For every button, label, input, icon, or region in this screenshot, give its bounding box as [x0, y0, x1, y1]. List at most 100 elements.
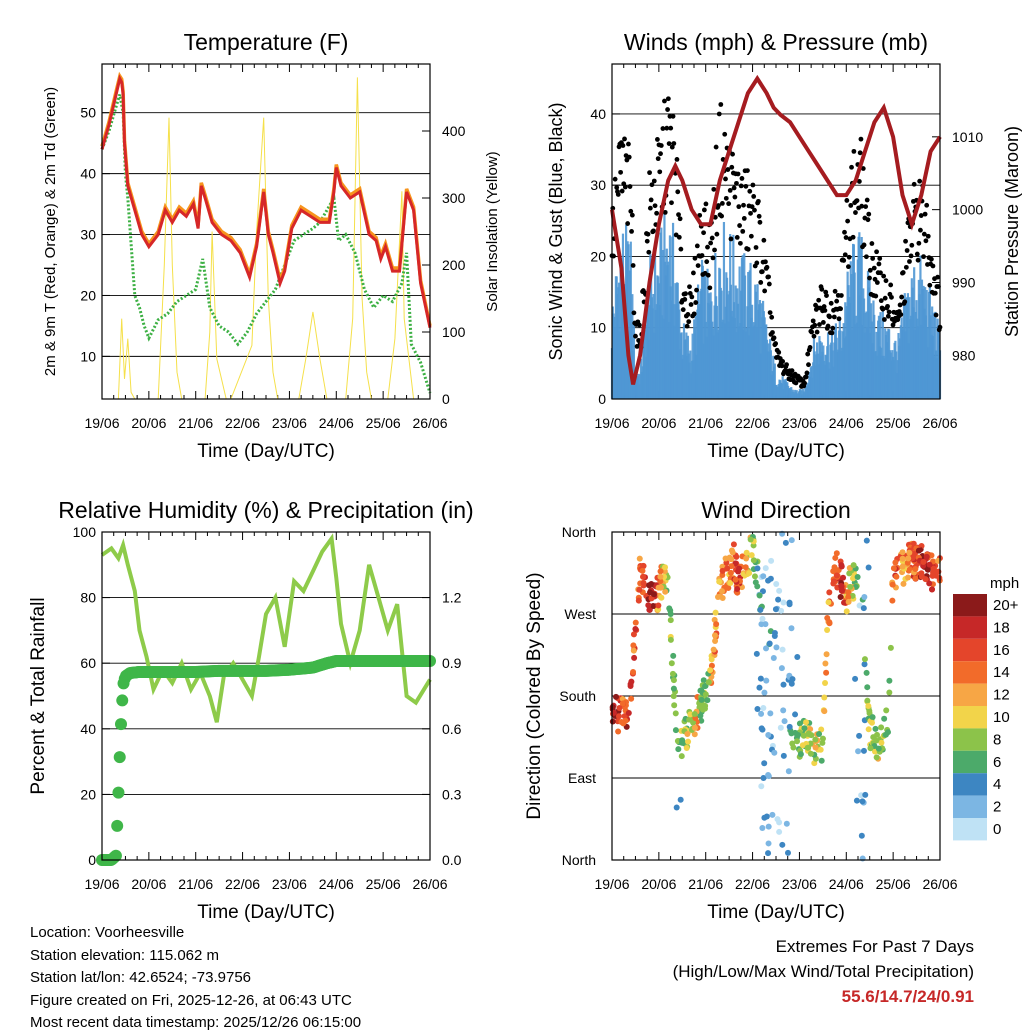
direction-point [854, 574, 861, 581]
gust-point [921, 254, 926, 260]
gust-point [758, 280, 764, 285]
panel-3-title: Relative Humidity (%) & Precipitation (i… [58, 497, 473, 523]
panel-4-xtick-label: 26/06 [922, 876, 957, 892]
direction-point [758, 783, 765, 790]
gust-point [766, 274, 771, 280]
direction-point [675, 746, 682, 753]
gust-point [846, 254, 852, 260]
direction-point [838, 563, 845, 570]
direction-point [841, 599, 848, 606]
direction-point [771, 749, 778, 756]
direction-point [618, 719, 625, 726]
panel-3-xtick-label: 25/06 [366, 876, 401, 892]
direction-point [855, 748, 862, 755]
direction-point [727, 579, 734, 586]
direction-point [770, 654, 777, 661]
gust-point [780, 359, 786, 364]
panel-3-ytick-right-label: 0.9 [442, 655, 462, 671]
gust-point [711, 186, 717, 192]
panel-1-ytick-label: 20 [80, 287, 96, 303]
gust-point [834, 298, 840, 304]
direction-point [807, 750, 814, 757]
gust-point [634, 344, 640, 349]
gust-point [723, 176, 728, 182]
colorbar-swatch [953, 638, 987, 662]
panel-1-ytick-label: 40 [80, 166, 96, 182]
panel-2-ytick-label: 30 [590, 177, 606, 193]
gust-point [649, 182, 655, 188]
panel-1-xlabel: Time (Day/UTC) [197, 441, 335, 462]
direction-point [843, 608, 850, 615]
direction-point [704, 697, 711, 704]
colorbar-swatch [953, 795, 987, 818]
gust-point [882, 317, 887, 322]
gust-point [686, 319, 692, 325]
direction-point [900, 580, 907, 587]
panel-1-xtick-label: 19/06 [84, 415, 119, 431]
panel-1-title: Temperature (F) [184, 29, 349, 55]
gust-point [688, 302, 694, 307]
colorbar-label: 12 [993, 687, 1010, 704]
panel-4-xtick-label: 24/06 [829, 876, 864, 892]
gust-point [710, 255, 716, 261]
gust-point [756, 213, 762, 219]
panel-4-title: Wind Direction [701, 497, 851, 523]
gust-point [876, 261, 882, 267]
gust-point [705, 244, 710, 250]
direction-point [679, 737, 686, 744]
gust-point [665, 107, 670, 112]
panel-2-ytick-right-label: 1010 [952, 129, 983, 145]
gust-point [890, 322, 896, 328]
panel-1-ytick-right-label: 100 [442, 324, 466, 340]
gust-point [694, 287, 699, 293]
gust-point [793, 380, 799, 386]
gust-point [843, 235, 849, 240]
direction-point [869, 714, 876, 721]
gust-point [743, 183, 749, 189]
gust-point [740, 228, 746, 234]
direction-point [753, 650, 760, 657]
gust-point [870, 256, 876, 261]
gust-point [771, 335, 777, 341]
gust-point [691, 270, 696, 276]
colorbar-label: 10 [993, 709, 1010, 726]
direction-point [613, 693, 620, 700]
direction-point [734, 585, 741, 592]
gust-point [932, 290, 938, 296]
info-location: Location: Voorheesville [30, 924, 185, 941]
direction-point [832, 554, 839, 561]
gust-point [694, 243, 700, 249]
gust-point [857, 150, 863, 156]
gust-point [684, 323, 690, 329]
gust-point [880, 306, 886, 312]
panel-1-xtick-label: 21/06 [178, 415, 213, 431]
direction-point [924, 566, 931, 573]
direction-point [905, 555, 912, 562]
gust-point [745, 168, 750, 174]
gust-point [761, 237, 767, 243]
direction-point [936, 574, 943, 581]
direction-point [765, 772, 772, 779]
panel-2-xtick-label: 25/06 [876, 415, 911, 431]
colorbar-swatch [953, 616, 987, 639]
direction-point [780, 681, 787, 688]
direction-point [732, 576, 739, 583]
direction-point [886, 689, 893, 696]
panel-3-frame [101, 531, 431, 861]
direction-point [774, 816, 781, 823]
direction-point [861, 656, 868, 663]
direction-point [875, 745, 882, 752]
gust-point [732, 194, 738, 200]
colorbar-label: 4 [993, 776, 1001, 793]
panel-4-ytick-label: North [562, 524, 596, 540]
direction-point [616, 705, 623, 712]
direction-point [662, 588, 669, 595]
direction-point [853, 797, 860, 804]
gust-point [923, 238, 929, 244]
colorbar-swatch [953, 750, 987, 774]
gust-point [755, 198, 761, 204]
gust-point [652, 203, 658, 209]
direction-point [631, 654, 638, 661]
direction-point [865, 726, 872, 733]
panel-3-ytick-label: 80 [80, 590, 96, 606]
